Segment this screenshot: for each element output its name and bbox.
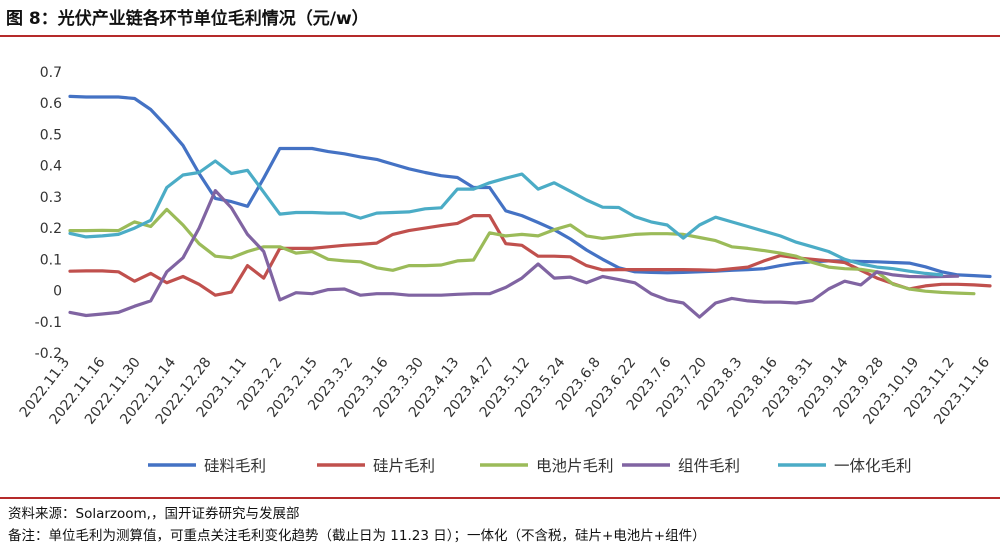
title-rule — [0, 35, 1000, 37]
series-line-2 — [68, 214, 992, 297]
series-line-5 — [68, 159, 944, 277]
y-tick-label: 0.6 — [40, 96, 62, 112]
series-line-3 — [68, 207, 976, 296]
line-chart: -0.2-0.100.10.20.30.40.50.60.72022.11.32… — [17, 65, 994, 475]
legend-label-4: 组件毛利 — [678, 457, 740, 475]
y-tick-label: -0.2 — [35, 346, 62, 362]
y-tick-label: 0.7 — [40, 65, 62, 81]
y-tick-label: 0.5 — [40, 127, 62, 143]
y-tick-label: -0.1 — [35, 315, 62, 331]
footer-rule — [0, 497, 1000, 499]
y-tick-label: 0.3 — [40, 190, 62, 206]
y-tick-label: 0.4 — [40, 159, 62, 175]
y-tick-label: 0.2 — [40, 221, 62, 237]
legend-label-3: 电池片毛利 — [536, 457, 614, 475]
source-text: 资料来源：Solarzoom,，国开证券研究与发展部 — [8, 506, 300, 522]
legend-label-5: 一体化毛利 — [834, 457, 912, 475]
legend-label-1: 硅料毛利 — [204, 457, 266, 475]
page-title: 图 8：光伏产业链各环节单位毛利情况（元/w） — [6, 9, 369, 29]
note-text: 备注：单位毛利为测算值，可重点关注毛利变化趋势（截止日为 11.23 日）；一体… — [8, 528, 706, 544]
legend-label-2: 硅片毛利 — [373, 457, 435, 475]
y-tick-label: 0 — [53, 284, 62, 300]
series-line-4 — [68, 189, 960, 319]
y-tick-label: 0.1 — [40, 252, 62, 268]
